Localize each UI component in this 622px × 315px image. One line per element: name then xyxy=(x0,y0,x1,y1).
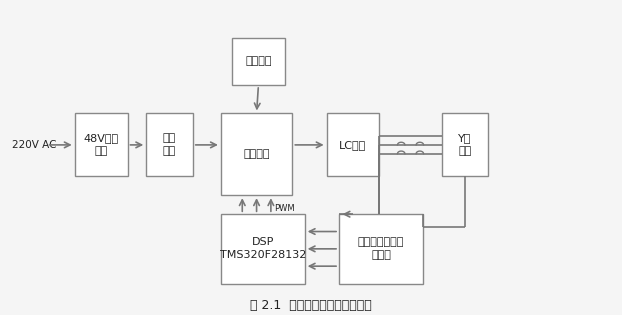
Text: 整流
滤波: 整流 滤波 xyxy=(163,133,176,157)
Text: 图 2.1  三相逆变电源原理方框图: 图 2.1 三相逆变电源原理方框图 xyxy=(250,299,372,312)
Text: PWM: PWM xyxy=(274,203,295,213)
Text: LC滤波: LC滤波 xyxy=(340,140,366,150)
Text: 48V自耦
变压: 48V自耦 变压 xyxy=(83,133,119,157)
Text: 电压电流检测调
理电路: 电压电流检测调 理电路 xyxy=(358,237,404,261)
Text: 全桥逆变: 全桥逆变 xyxy=(243,149,270,159)
FancyBboxPatch shape xyxy=(327,113,379,176)
FancyBboxPatch shape xyxy=(146,113,193,176)
Text: 辅助电源: 辅助电源 xyxy=(245,56,272,66)
FancyBboxPatch shape xyxy=(339,214,423,284)
FancyBboxPatch shape xyxy=(221,214,305,284)
FancyBboxPatch shape xyxy=(75,113,128,176)
Text: DSP
TMS320F28132: DSP TMS320F28132 xyxy=(220,237,306,261)
FancyBboxPatch shape xyxy=(232,38,285,85)
Text: Y型
负载: Y型 负载 xyxy=(458,133,471,157)
FancyBboxPatch shape xyxy=(442,113,488,176)
FancyBboxPatch shape xyxy=(221,113,292,195)
Text: 220V AC: 220V AC xyxy=(12,140,57,150)
